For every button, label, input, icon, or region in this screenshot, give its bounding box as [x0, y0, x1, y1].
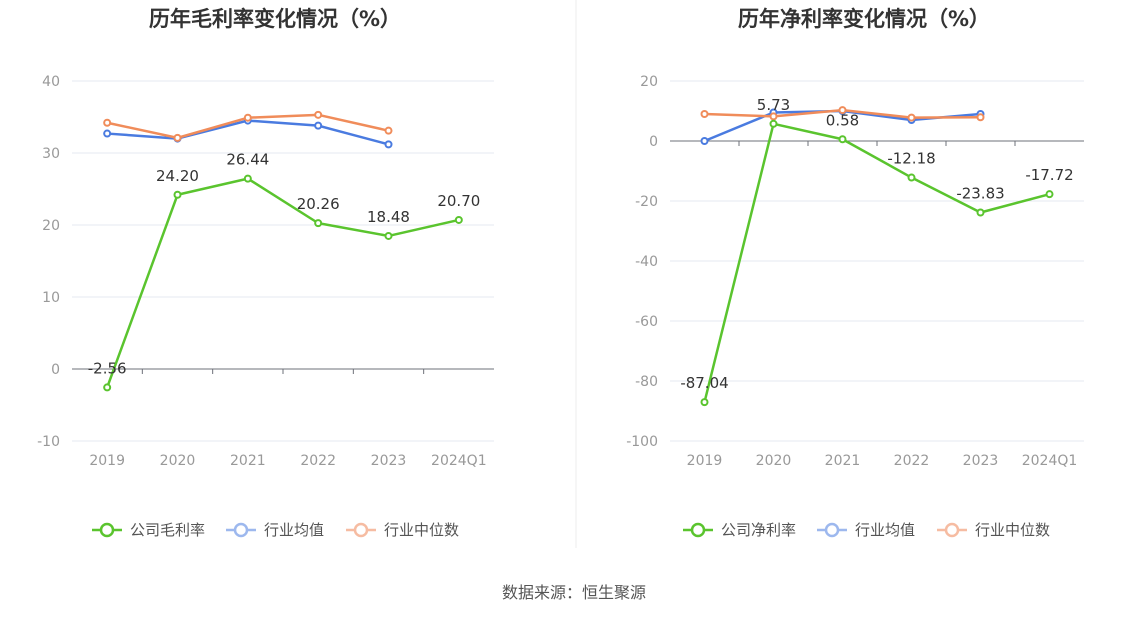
data-label: 20.26 [297, 195, 340, 213]
data-point [1045, 190, 1054, 199]
gross-margin-chart: 历年毛利率变化情况（%） 40 30 20 10 0 -10 2019 2020 2021 2022… [37, 7, 494, 539]
data-point [103, 118, 112, 127]
y-tick-label: 0 [649, 134, 658, 150]
y-tick-label: 10 [42, 290, 60, 306]
data-label: 5.73 [757, 96, 790, 114]
legend-label: 公司毛利率 [130, 521, 205, 539]
legend-marker [824, 522, 840, 538]
data-label: -17.72 [1025, 166, 1073, 184]
x-tick-label: 2023 [371, 453, 407, 469]
x-tick-label: 2019 [687, 453, 723, 469]
data-point [769, 112, 778, 121]
data-point [384, 140, 393, 149]
data-point [976, 113, 985, 122]
data-point [838, 106, 847, 115]
data-label: 0.58 [826, 111, 859, 129]
x-tick-label: 2022 [300, 453, 336, 469]
x-tick-label: 2019 [89, 453, 125, 469]
y-tick-label: 20 [640, 74, 658, 90]
data-point [454, 215, 463, 224]
y-tick-label: -100 [626, 434, 658, 450]
chart-title: 历年毛利率变化情况（%） [149, 7, 401, 31]
data-point [384, 126, 393, 135]
legend-marker [944, 522, 960, 538]
legend-label: 行业中位数 [384, 521, 459, 539]
x-tick-label: 2021 [230, 453, 266, 469]
data-point [243, 174, 252, 183]
x-tick-label: 2023 [963, 453, 999, 469]
data-point [907, 173, 916, 182]
data-label: -2.56 [88, 359, 127, 377]
data-point [907, 113, 916, 122]
legend-marker [353, 522, 369, 538]
data-label: -23.83 [956, 184, 1004, 202]
data-label: 20.70 [437, 192, 480, 210]
y-tick-label: 20 [42, 218, 60, 234]
data-label: 18.48 [367, 208, 410, 226]
data-point [700, 110, 709, 118]
data-point [173, 133, 182, 142]
y-tick-label: -80 [635, 374, 658, 390]
data-point [103, 129, 112, 138]
legend-label: 行业均值 [855, 521, 915, 539]
x-tick-label: 2021 [825, 453, 861, 469]
data-point [103, 383, 112, 392]
y-tick-label: -20 [635, 194, 658, 210]
x-tick-label: 2022 [894, 453, 930, 469]
y-tick-label: -60 [635, 314, 658, 330]
net-margin-chart: 历年净利率变化情况（%） 20 0 -20 -40 -60 -80 -100 2019 2020 2… [626, 7, 1084, 539]
y-tick-label: 0 [51, 362, 60, 378]
data-point [700, 398, 709, 407]
data-point [314, 121, 323, 130]
data-point [838, 135, 847, 144]
y-tick-label: -10 [37, 434, 60, 450]
data-label: -12.18 [887, 150, 935, 168]
y-tick-label: -40 [635, 254, 658, 270]
chart-title: 历年净利率变化情况（%） [738, 7, 990, 31]
series-line [703, 122, 1050, 403]
x-tick-label: 2020 [160, 453, 196, 469]
legend-label: 行业中位数 [975, 521, 1050, 539]
data-label: -87.04 [680, 374, 728, 392]
data-label: 24.20 [156, 167, 199, 185]
y-tick-label: 30 [42, 146, 60, 162]
data-point [769, 119, 778, 128]
legend-marker [99, 522, 115, 538]
data-point [700, 137, 709, 145]
data-label: 26.44 [226, 151, 269, 169]
data-point [173, 190, 182, 199]
data-point [314, 219, 323, 228]
data-point [976, 208, 985, 217]
legend-marker [233, 522, 249, 538]
legend-marker [690, 522, 706, 538]
x-tick-label: 2024Q1 [431, 453, 487, 469]
data-point [243, 113, 252, 122]
legend-label: 公司净利率 [721, 521, 796, 539]
x-tick-label: 2024Q1 [1022, 453, 1078, 469]
legend-label: 行业均值 [264, 521, 324, 539]
data-point [384, 231, 393, 240]
series-line [105, 177, 460, 388]
data-source: 数据来源：恒生聚源 [502, 583, 646, 602]
data-point [314, 110, 323, 119]
y-tick-label: 40 [42, 74, 60, 90]
x-tick-label: 2020 [756, 453, 792, 469]
